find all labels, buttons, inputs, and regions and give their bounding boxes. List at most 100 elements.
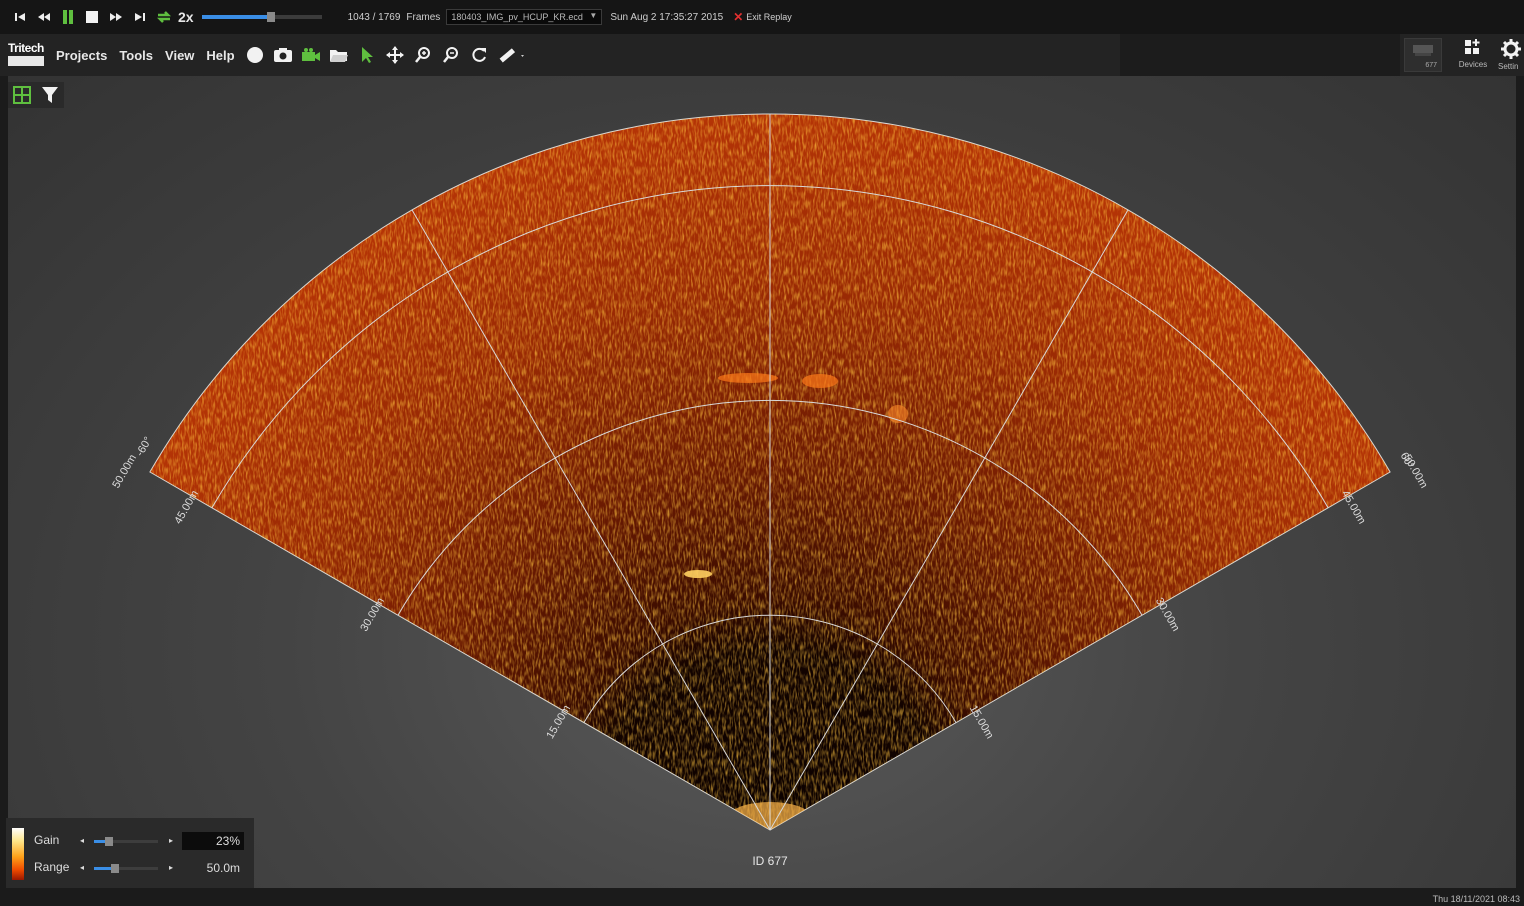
stop-button[interactable] <box>80 5 104 29</box>
select-tool-button[interactable] <box>353 41 381 69</box>
gain-label: Gain <box>34 833 60 847</box>
zoom-in-icon <box>414 47 430 63</box>
gear-icon <box>1501 39 1521 59</box>
pause-icon <box>63 10 73 24</box>
sonar-view[interactable]: 15.00m 15.00m 30.00m 30.00m 45.00m 45.00m 50.0… <box>8 76 1516 888</box>
color-scale <box>12 828 24 880</box>
loop-button[interactable] <box>152 5 176 29</box>
loop-icon <box>156 11 172 23</box>
video-record-button[interactable] <box>297 41 325 69</box>
measure-tool-button[interactable] <box>493 41 529 69</box>
record-button[interactable] <box>241 41 269 69</box>
bearing-line <box>411 209 771 831</box>
device-thumbnail[interactable]: 677 <box>1404 38 1442 72</box>
gain-range-panel: Gain ◂ ▸ 23% Range ◂ ▸ 50.0m <box>6 818 254 888</box>
gain-slider-fill <box>94 840 109 843</box>
gain-value[interactable]: 23% <box>182 832 244 850</box>
range-slider-fill <box>94 867 116 870</box>
range-grid <box>211 114 1329 831</box>
range-slider[interactable] <box>94 864 158 873</box>
dropdown-arrow-icon: ▼ <box>589 11 598 20</box>
logo-graphic <box>8 56 44 66</box>
range-label: Range <box>34 860 70 874</box>
playback-slider[interactable] <box>201 12 322 22</box>
zoom-out-button[interactable] <box>437 41 465 69</box>
status-bar: Thu 18/11/2021 08:43 <box>0 888 1524 906</box>
range-label: 30.00m <box>1153 596 1182 634</box>
zoom-out-icon <box>442 47 458 63</box>
menu-tools[interactable]: Tools <box>119 47 154 63</box>
gain-increase-button[interactable]: ▸ <box>169 836 174 845</box>
grid-icon <box>13 86 31 104</box>
range-value[interactable]: 50.0m <box>206 861 240 875</box>
view-tools <box>8 82 64 108</box>
skip-end-icon <box>135 13 145 21</box>
recorded-time: Sun Aug 2 17:35:27 2015 <box>610 11 724 23</box>
sonar-device-icon <box>1413 45 1433 56</box>
refresh-icon <box>472 47 486 62</box>
sonar-fan-display[interactable]: 15.00m 15.00m 30.00m 30.00m 45.00m 45.00m 50.0… <box>8 76 1516 888</box>
skip-to-start-button[interactable] <box>8 5 32 29</box>
range-label: 50.00m <box>110 453 139 491</box>
record-icon <box>246 47 263 63</box>
camera-icon <box>273 48 292 62</box>
fast-forward-button[interactable] <box>104 5 128 29</box>
playback-bar: 2x 1043 / 1769 Frames 180403_IMG_pv_HCUP… <box>0 0 1524 34</box>
device-id: 677 <box>1425 62 1437 69</box>
playback-speed[interactable]: 2x <box>178 9 194 25</box>
move-icon <box>385 46 404 64</box>
pointer-icon <box>361 47 373 63</box>
reset-view-button[interactable] <box>465 41 493 69</box>
stop-icon <box>86 11 98 23</box>
sonar-returns <box>149 113 1391 830</box>
ruler-icon <box>499 48 524 63</box>
range-label: 15.00m <box>967 703 996 741</box>
tritech-logo: Tritech <box>6 39 50 71</box>
gain-slider[interactable] <box>94 837 158 846</box>
playback-slider-fill <box>201 15 272 19</box>
menu-projects[interactable]: Projects <box>56 47 108 63</box>
devices-button[interactable]: Devices <box>1452 36 1494 74</box>
pause-button[interactable] <box>56 5 80 29</box>
range-label: 45.00m <box>1339 488 1368 526</box>
filter-icon <box>42 87 58 103</box>
fast-forward-icon <box>110 13 122 21</box>
layout-toggle-button[interactable] <box>8 81 36 109</box>
range-label: 30.00m <box>358 596 387 634</box>
settings-label: Settin <box>1498 62 1519 71</box>
range-label: 15.00m <box>544 703 573 741</box>
frame-counter: 1043 / 1769 <box>347 11 401 23</box>
range-decrease-button[interactable]: ◂ <box>80 863 85 872</box>
filter-button[interactable] <box>36 81 64 109</box>
file-dropdown[interactable]: 180403_IMG_pv_HCUP_KR.ecd ▼ <box>446 9 603 25</box>
skip-to-end-button[interactable] <box>128 5 152 29</box>
playback-slider-handle[interactable] <box>267 12 276 22</box>
range-label: 45.00m <box>172 488 201 526</box>
video-camera-icon <box>301 48 320 61</box>
angle-label-left: -60° <box>134 435 155 459</box>
gain-decrease-button[interactable]: ◂ <box>80 836 85 845</box>
skip-start-icon <box>15 13 25 21</box>
snapshot-button[interactable] <box>269 41 297 69</box>
devices-icon <box>1465 39 1480 54</box>
range-increase-button[interactable]: ▸ <box>169 863 174 872</box>
bearing-line <box>769 209 1129 831</box>
menu-view[interactable]: View <box>165 47 195 63</box>
toolbar-spacer <box>1120 34 1400 76</box>
exit-replay-button[interactable]: Exit Replay <box>746 12 792 22</box>
file-name: 180403_IMG_pv_HCUP_KR.ecd <box>451 12 583 22</box>
status-datetime: Thu 18/11/2021 08:43 <box>1432 894 1520 904</box>
logo-text: Tritech <box>8 41 44 55</box>
pan-tool-button[interactable] <box>381 41 409 69</box>
rewind-button[interactable] <box>32 5 56 29</box>
open-folder-button[interactable] <box>325 41 353 69</box>
menu-help[interactable]: Help <box>206 47 235 63</box>
rewind-icon <box>38 13 50 21</box>
device-label: ID 677 <box>752 854 788 868</box>
zoom-in-button[interactable] <box>409 41 437 69</box>
folder-open-icon <box>329 50 348 62</box>
gain-slider-handle[interactable] <box>104 837 113 846</box>
range-slider-handle[interactable] <box>111 864 120 873</box>
settings-button[interactable]: Settin <box>1494 36 1524 74</box>
frames-label: Frames <box>406 11 441 23</box>
